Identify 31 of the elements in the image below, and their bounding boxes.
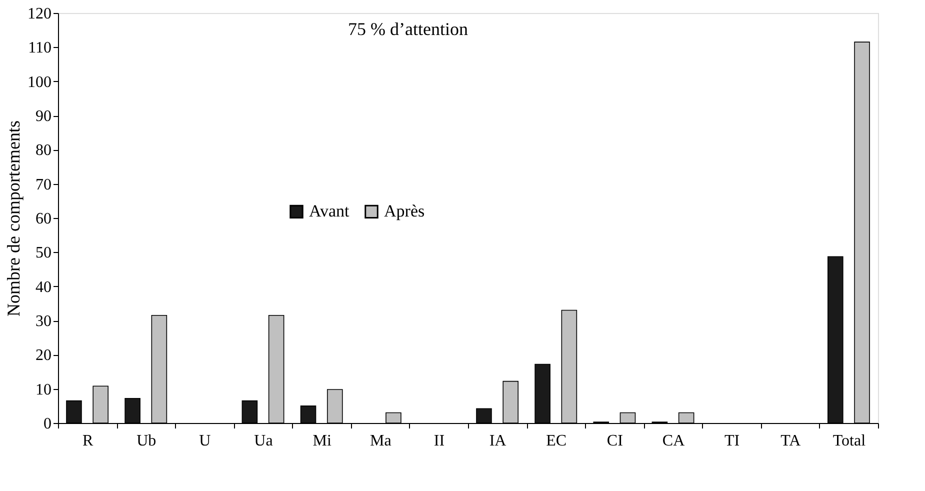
legend-label: Avant xyxy=(309,202,350,221)
x-tick-label: TI xyxy=(724,432,740,450)
x-tick-label: CA xyxy=(662,432,686,450)
x-tick-label: EC xyxy=(546,432,567,450)
y-tick-label: 20 xyxy=(36,347,52,364)
x-tick-label: Total xyxy=(832,432,866,450)
y-tick-label: 80 xyxy=(36,142,52,160)
y-tick-label: 60 xyxy=(36,210,52,228)
x-tick-label: CI xyxy=(606,432,623,450)
y-tick-label: 110 xyxy=(28,40,52,57)
y-axis-title: Nombre de comportements xyxy=(4,120,24,316)
y-tick-label: 120 xyxy=(28,6,52,22)
x-tick-label: Mi xyxy=(312,432,332,450)
y-tick-label: 40 xyxy=(36,278,52,296)
x-tick-label: Ub xyxy=(136,432,156,450)
x-tick-label: Ma xyxy=(370,432,392,450)
x-tick-label: TA xyxy=(780,432,802,450)
y-tick-label: 10 xyxy=(36,381,52,398)
x-tick-label: Ua xyxy=(254,432,273,450)
chart-title: 75 % d’attention xyxy=(348,19,468,39)
x-tick-label: IA xyxy=(489,432,507,450)
y-tick-label: 30 xyxy=(36,313,52,330)
y-tick-label: 0 xyxy=(44,416,52,432)
x-tick-label: U xyxy=(199,432,212,450)
x-tick-label: R xyxy=(82,432,94,450)
x-tick-label: II xyxy=(434,432,445,450)
legend-label: Après xyxy=(384,202,425,221)
y-tick-label: 100 xyxy=(28,74,52,91)
y-tick-label: 90 xyxy=(36,108,52,125)
y-tick-label: 50 xyxy=(36,244,52,262)
y-tick-label: 70 xyxy=(36,176,52,194)
